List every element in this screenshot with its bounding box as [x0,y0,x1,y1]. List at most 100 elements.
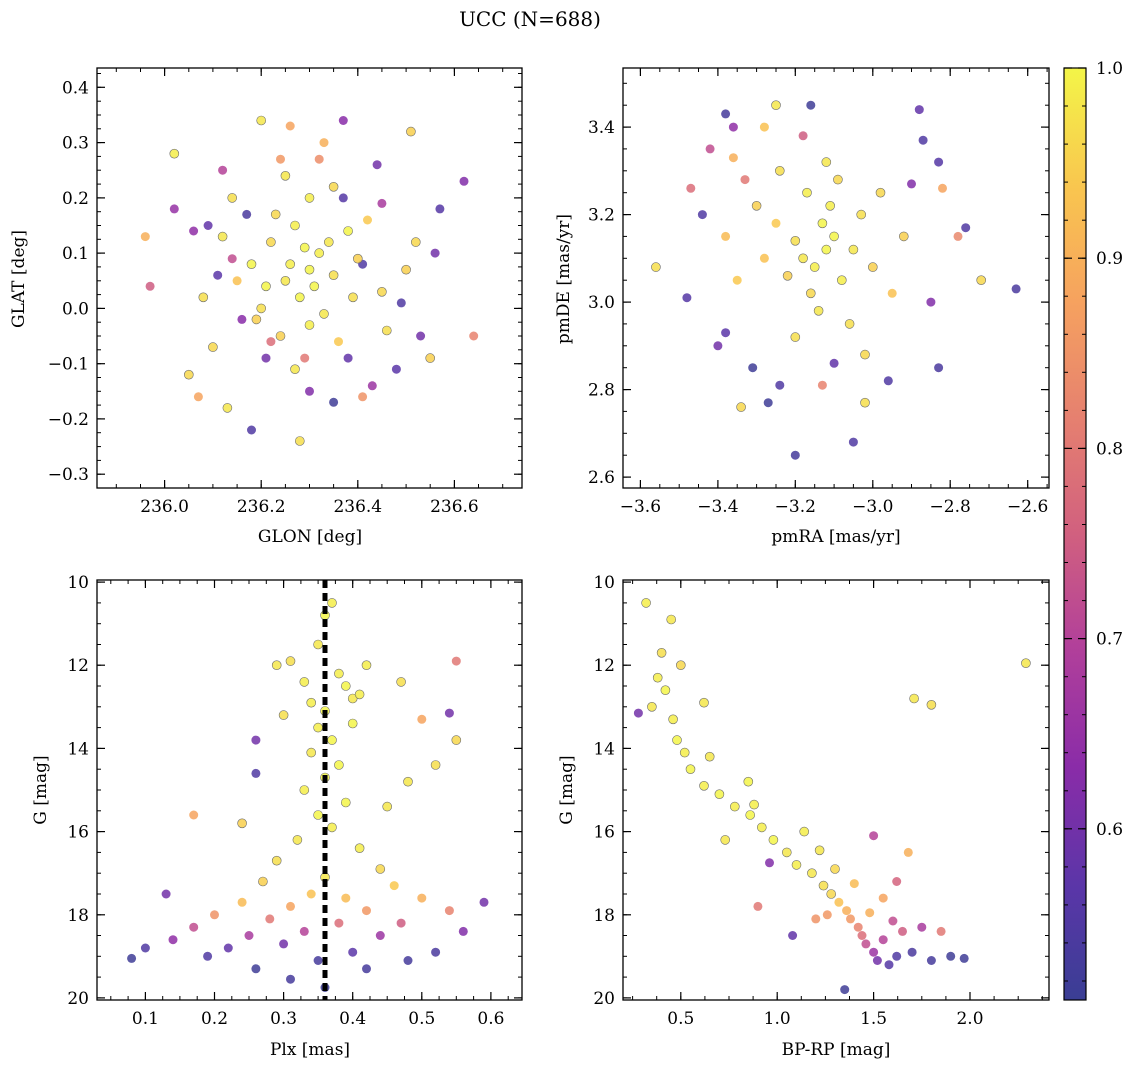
sky-point [425,353,436,363]
sky-point [352,253,363,264]
colorbar-tick-label: 0.7 [1096,630,1123,650]
plx-point [258,876,268,887]
pm-point [682,293,692,303]
sky-points [140,115,479,446]
sky-point [203,221,213,230]
cmd-point [818,880,829,891]
cmd-points [633,598,1031,995]
sky-point [290,220,300,231]
cmd-point [884,960,894,970]
sky-point [309,281,320,292]
cmd-point [788,931,798,940]
pm-point [821,244,832,255]
cmd-point [720,835,731,845]
plx-xtick-label: 0.3 [270,1009,297,1029]
plx-point [279,939,289,949]
plx-point [354,843,365,854]
sky-point [247,425,256,435]
cmd-point [647,701,657,712]
colorbar-tick-label: 1.0 [1096,59,1123,79]
plx-ytick-label: 20 [67,989,89,1009]
cmd-point [679,747,690,758]
sky-point [348,292,358,303]
plx-xtick-label: 0.6 [477,1009,504,1029]
pm-ytick-label: 3.0 [588,293,615,313]
plx-point [299,677,310,687]
cmd-point [907,947,917,957]
plx-point [223,943,233,953]
sky-point [280,275,291,286]
pm-point [898,231,909,242]
pm-point [938,183,947,193]
pm-point [821,157,832,167]
cmd-point [822,910,832,920]
sky-point [140,232,150,242]
plx-point [362,906,371,916]
pm-point [790,332,801,342]
sky-point [469,331,479,341]
pm-point [805,288,816,299]
plx-ytick-label: 12 [67,656,89,676]
plx-point [361,660,372,671]
plx-point [340,797,351,808]
plx-point [451,656,461,666]
sky-point [145,281,155,291]
sky-point [189,226,199,236]
plx-xtick-label: 0.2 [201,1009,228,1029]
pm-point [961,223,971,233]
cmd-xtick-label: 1.0 [764,1009,791,1029]
sky-point [198,292,209,303]
cmd-xtick-label: 0.5 [667,1009,694,1029]
sky-point [246,259,257,270]
plx-point [354,689,365,700]
sky-point [270,209,281,220]
sky-point [227,254,237,264]
cmd-xtick-label: 2.0 [956,1009,983,1029]
plx-point [168,935,178,945]
cmd-point [869,831,879,841]
sky-point [237,314,247,324]
sky-point [430,248,440,258]
cmd-point [743,776,754,787]
sky-point [459,176,469,186]
plx-point [341,893,351,903]
plx-point [327,598,337,608]
pm-point [721,328,731,338]
sky-point [227,193,237,203]
sky-point [305,386,314,396]
sky-point [261,353,271,363]
plx-xtick-label: 0.1 [132,1009,159,1029]
plx-ytick-label: 14 [67,739,89,759]
pm-xtick-label: −3.0 [852,497,893,517]
pm-point [728,122,738,132]
pm-ytick-label: 2.6 [588,468,615,488]
pm-point [732,275,742,285]
pm-point [713,341,723,351]
plx-point [237,818,247,829]
panel-sky: 236.0 236.2 236.4 236.6 −0.3 −0.2 −0.1 0.0 0.1 0.… [9,67,523,547]
pm-xtick-label: −2.6 [1007,497,1048,517]
sky-point [304,264,315,275]
plx-point [285,656,296,666]
plx-point [251,768,261,778]
sky-point [290,364,300,375]
cmd-point [830,864,840,874]
pm-xtick-label: −3.6 [620,497,661,517]
plx-point [375,931,385,940]
sky-point [304,193,315,203]
sky-point [416,331,426,341]
cmd-point [656,647,667,658]
cmd-point [903,847,913,857]
cmd-ytick-label: 16 [593,823,615,843]
sky-xtick-label: 236.4 [333,497,382,517]
colorbar-tick-label: 0.6 [1096,820,1123,840]
figure-title: UCC (N=688) [459,7,601,31]
sky-point [363,215,372,225]
sky-ytick-label: 0.3 [62,134,89,154]
sky-point [208,342,218,352]
plx-point [334,918,344,928]
pm-point [782,270,793,281]
colorbar-tick-label: 0.9 [1096,249,1123,269]
cmd-point [959,953,969,963]
